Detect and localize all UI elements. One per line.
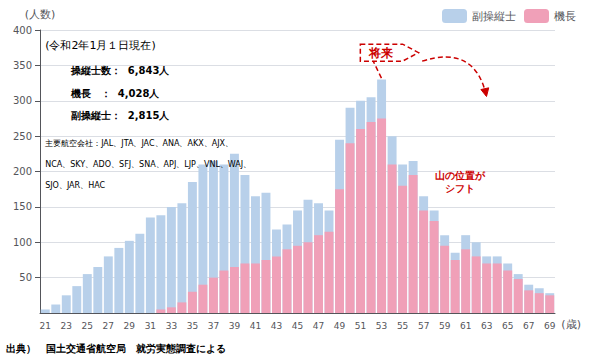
svg-text:(令和2年1月１日現在): (令和2年1月１日現在) <box>45 39 156 52</box>
svg-text:機長 ： 4,028人: 機長 ： 4,028人 <box>70 88 161 99</box>
svg-text:55: 55 <box>397 321 408 331</box>
svg-text:将来: 将来 <box>368 46 393 60</box>
svg-text:操縦士数： 6,843人: 操縦士数： 6,843人 <box>70 65 171 76</box>
svg-text:37: 37 <box>208 321 219 331</box>
svg-text:主要航空会社：JAL、JTA、JAC、ANA、AKX、AJX: 主要航空会社：JAL、JTA、JAC、ANA、AKX、AJX、 <box>45 139 233 148</box>
svg-text:47: 47 <box>313 321 324 331</box>
svg-text:65: 65 <box>502 321 513 331</box>
svg-text:45: 45 <box>292 321 303 331</box>
svg-text:50: 50 <box>19 272 32 283</box>
svg-text:200: 200 <box>13 166 32 177</box>
svg-text:59: 59 <box>439 321 451 331</box>
svg-text:63: 63 <box>481 321 492 331</box>
svg-text:SJO、JAR、HAC: SJO、JAR、HAC <box>45 181 105 190</box>
svg-text:31: 31 <box>145 321 156 331</box>
svg-text:57: 57 <box>418 321 429 331</box>
svg-text:副操縦士: 副操縦士 <box>472 10 516 23</box>
svg-text:150: 150 <box>13 201 32 212</box>
svg-text:41: 41 <box>250 321 261 331</box>
svg-text:350: 350 <box>13 60 32 71</box>
svg-text:53: 53 <box>376 321 387 331</box>
svg-text:250: 250 <box>13 131 32 142</box>
svg-text:35: 35 <box>187 321 198 331</box>
svg-text:300: 300 <box>13 95 32 106</box>
svg-text:51: 51 <box>355 321 366 331</box>
svg-text:43: 43 <box>271 321 282 331</box>
svg-text:100: 100 <box>13 237 32 248</box>
svg-text:25: 25 <box>82 321 93 331</box>
svg-text:67: 67 <box>523 321 534 331</box>
svg-text:NCA、SKY、ADO、SFJ、SNA、APJ、LJP、VN: NCA、SKY、ADO、SFJ、SNA、APJ、LJP、VNL、WAJ、 <box>45 160 251 169</box>
svg-text:(歳): (歳) <box>561 318 581 331</box>
svg-text:シフト: シフト <box>445 183 475 194</box>
svg-text:39: 39 <box>229 321 241 331</box>
svg-text:49: 49 <box>334 321 346 331</box>
svg-text:副操縦士： 2,815人: 副操縦士： 2,815人 <box>71 110 171 121</box>
svg-text:400: 400 <box>13 25 32 36</box>
svg-text:(人数): (人数) <box>25 8 56 21</box>
svg-text:出典） 国土交通省航空局 就労実態調査による: 出典） 国土交通省航空局 就労実態調査による <box>6 343 226 354</box>
svg-text:61: 61 <box>460 321 471 331</box>
svg-text:21: 21 <box>40 321 51 331</box>
svg-text:機長: 機長 <box>554 10 576 23</box>
svg-text:69: 69 <box>544 321 556 331</box>
svg-text:山の位置が: 山の位置が <box>435 170 486 181</box>
svg-text:27: 27 <box>103 321 114 331</box>
svg-text:23: 23 <box>61 321 72 331</box>
svg-text:29: 29 <box>124 321 136 331</box>
svg-text:33: 33 <box>166 321 177 331</box>
